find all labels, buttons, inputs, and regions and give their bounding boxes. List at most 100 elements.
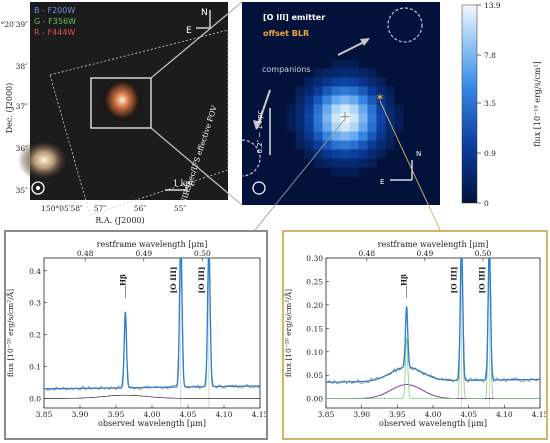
map-pixel [313,131,323,141]
ytick-label: 0.10 [306,348,323,357]
map-pixel [349,104,359,114]
map-pixel [313,68,323,78]
map-pixel [304,113,314,123]
map-pixel [304,149,314,159]
rgb-ytick-label: 38″ [16,62,29,71]
map-pixel [358,95,368,105]
ytick-label: 0.05 [306,371,323,380]
companion-arrow-2 [257,89,271,126]
spectrum-ylabel: flux [10⁻²⁰ erg/s/cm²/Å] [284,289,293,377]
map-pixel [367,140,377,150]
map-pixel [340,104,350,114]
map-pixel [358,77,368,87]
rgb-ytick-label: 35″ [16,186,29,195]
map-pixel [349,122,359,132]
map-pixel [340,59,350,69]
top-axis-label: restframe wavelength [μm] [97,240,208,249]
map-pixel [367,95,377,105]
ytick-label: 0.00 [306,395,323,404]
map-pixel [358,140,368,150]
map-pixel [313,77,323,87]
map-pixel [295,122,305,132]
map-pixel [376,104,386,114]
map-pixel [358,113,368,123]
line-label: [O III] [197,267,206,294]
top-tick-label: 0.50 [194,249,211,258]
map-pixel [304,86,314,96]
scale-label: 1 kpc [173,179,196,188]
bottom-axis-label: observed wavelength [μm] [379,419,487,428]
emitter-star-marker: ✶ [375,91,384,104]
map-pixel [295,86,305,96]
line-label: [O III] [169,267,178,294]
xtick-label: 4.10 [216,410,233,419]
map-pixel [349,86,359,96]
spectrum-right-svg: 3.85 3.90 3.95 4.00 4.05 4.10 4.15 0.00 0.05 0.10… [284,240,549,428]
ytick-label: 0.2 [29,331,41,340]
rgb-image-panel: N E 1 kpc NIRSpec/IFS effective FOV B - … [0,0,230,225]
rgb-xticks: 150°05′58″ 57″ 56″ 55″ [41,204,186,213]
map-pixel [349,59,359,69]
ytick-label: 0.25 [306,277,323,286]
map-pixel [367,149,377,159]
colorbar-ticks: 13.9 7.8 3.5 0.9 0 [477,1,501,208]
map-pixel [331,140,341,150]
rgb-ytick-label: 2°20′39″ [0,20,28,29]
map-pixel [313,140,323,150]
map-pixel [322,158,332,168]
map-pixel [385,140,395,150]
map-pixel [349,149,359,159]
spectrum-frame [43,257,261,409]
companion-circle-2 [241,139,261,177]
colorbar-tick-label: 7.8 [484,51,496,60]
spectrum-ylabel: flux [10⁻²⁰ erg/s/cm²/Å] [6,289,15,377]
colorbar [461,4,478,204]
xtick-label: 4.10 [496,410,513,419]
spectrum-curves [326,258,540,400]
map-title: [O III] emitter [263,13,325,22]
map-compass-e-label: E [380,178,384,186]
map-pixel [304,77,314,87]
xtick-label: 3.90 [353,410,370,419]
ytick-label: 0.20 [306,301,323,310]
xtick-label: 4.15 [252,410,266,419]
legend-red: R - F444W [34,28,75,37]
xtick-label: 3.85 [36,410,53,419]
compass-e-label: E [186,26,192,36]
map-pixel [349,167,359,177]
map-pixel [286,122,296,132]
colorbar-label: flux [10⁻¹⁹ erg/s/cm²] [533,61,542,147]
line-label: Hβ [400,274,409,286]
map-pixel [358,122,368,132]
spectrum-left-svg: 3.85 3.90 3.95 4.00 4.05 4.10 4.15 0.0 0.1 0.2 0.3… [6,240,269,428]
map-pixel [322,149,332,159]
map-pixel [385,131,395,141]
map-pixel [358,86,368,96]
colorbar-tick-label: 13.9 [484,1,501,10]
colorbar-tick-label: 0.9 [484,149,496,158]
ytick-label: 0.30 [306,254,323,263]
map-pixel [340,113,350,123]
map-pixel [340,167,350,177]
narrow-component [326,258,540,399]
top-tick-label: 0.49 [417,249,434,258]
model-fit [326,258,540,383]
xtick-label: 3.85 [318,410,335,419]
map-pixel [358,68,368,78]
ytick-label: 0.3 [29,299,41,308]
map-pixel [367,104,377,114]
spectrum-curves [44,258,260,399]
map-pixel [331,122,341,132]
map-pixel [322,86,332,96]
map-pixel [313,86,323,96]
map-pixel [331,149,341,159]
map-pixel [367,122,377,132]
xtick-label: 3.95 [108,410,125,419]
map-pixel [367,113,377,123]
map-pixel [376,131,386,141]
bottom-axis-label: observed wavelength [μm] [98,419,206,428]
map-pixel [304,131,314,141]
map-pixel [376,77,386,87]
map-pixel [376,95,386,105]
map-scale-label: 0.2″ ~ 1 kpc [256,110,264,153]
